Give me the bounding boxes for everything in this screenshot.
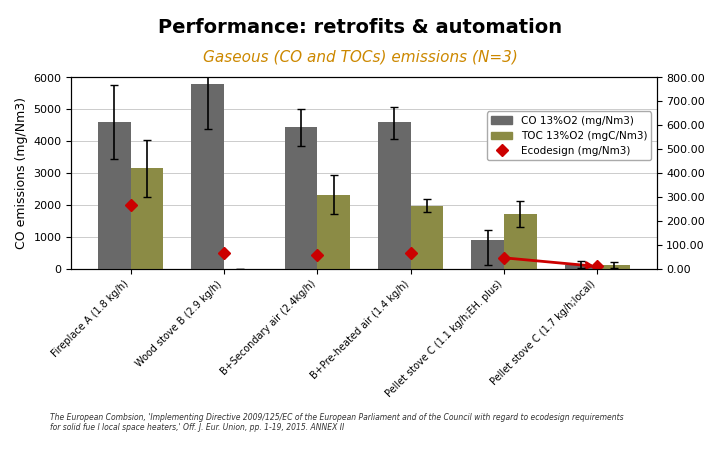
Bar bbox=[378, 122, 410, 269]
Ecodesign (mg/Nm3) bbox=[500, 255, 508, 261]
Bar bbox=[598, 265, 630, 269]
Bar bbox=[318, 194, 350, 269]
Ecodesign (mg/Nm3) bbox=[220, 250, 228, 256]
Bar bbox=[192, 84, 224, 269]
Line: Ecodesign (mg/Nm3): Ecodesign (mg/Nm3) bbox=[127, 201, 601, 270]
Bar bbox=[504, 214, 536, 269]
Ecodesign (mg/Nm3) bbox=[126, 202, 135, 208]
Text: Performance: retrofits & automation: Performance: retrofits & automation bbox=[158, 18, 562, 37]
Text: Gaseous (CO and TOCs) emissions (N=3): Gaseous (CO and TOCs) emissions (N=3) bbox=[202, 50, 518, 64]
Bar bbox=[410, 206, 444, 269]
Legend: CO 13%O2 (mg/Nm3), TOC 13%O2 (mgC/Nm3), Ecodesign (mg/Nm3): CO 13%O2 (mg/Nm3), TOC 13%O2 (mgC/Nm3), … bbox=[487, 112, 652, 160]
Y-axis label: CO emissions (mg/Nm3): CO emissions (mg/Nm3) bbox=[15, 97, 28, 249]
Bar bbox=[472, 239, 504, 269]
Ecodesign (mg/Nm3) bbox=[406, 250, 415, 256]
Bar bbox=[98, 122, 130, 269]
Bar bbox=[564, 265, 598, 269]
Ecodesign (mg/Nm3) bbox=[593, 264, 602, 269]
Text: The European Combsion, 'Implementing Directive 2009/125/EC of the European Parli: The European Combsion, 'Implementing Dir… bbox=[50, 413, 624, 432]
Ecodesign (mg/Nm3) bbox=[313, 252, 322, 257]
Bar bbox=[284, 127, 318, 269]
Bar bbox=[130, 168, 163, 269]
